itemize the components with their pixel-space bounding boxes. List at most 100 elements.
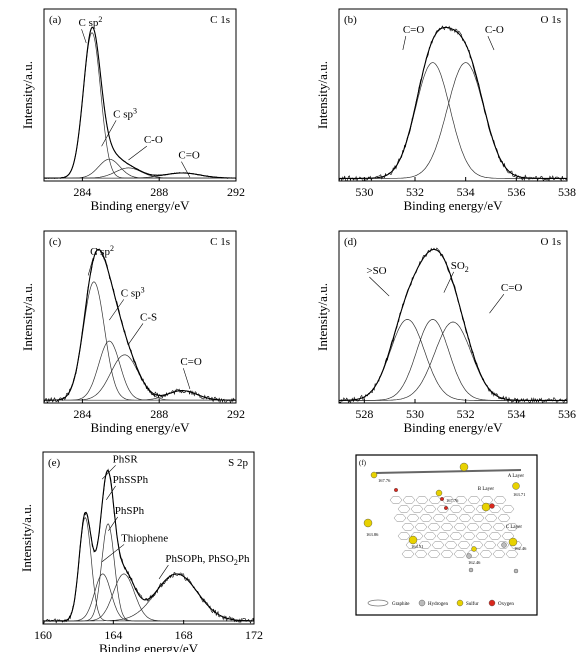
element-label: C 1s bbox=[210, 14, 230, 26]
graphite-hexagon bbox=[445, 514, 459, 522]
peak-label-leader bbox=[128, 323, 144, 345]
panel-a: 284 288 292 Binding energy/eV Intensity/a.u.… bbox=[20, 8, 245, 213]
peak-label: C=O bbox=[403, 24, 425, 36]
peak-label-leader bbox=[106, 485, 116, 501]
distance-label: 162.46 bbox=[514, 546, 527, 551]
x-tick-label: 288 bbox=[150, 407, 168, 421]
hydrogen-atom bbox=[468, 567, 474, 573]
distance-label: 164.51 bbox=[411, 544, 423, 549]
sulfur-atom bbox=[471, 546, 477, 552]
peak-label: >SO bbox=[366, 265, 386, 277]
panel-d: 528 530 532 534 536 Binding energy/eV Intensit… bbox=[315, 230, 576, 435]
graphite-hexagon bbox=[453, 550, 467, 558]
panel-c: 284 288 292 Binding energy/eV Intensity/a.u.… bbox=[20, 230, 245, 435]
panel-label: (d) bbox=[344, 236, 357, 248]
y-axis-label: Intensity/a.u. bbox=[315, 61, 330, 129]
oxygen-atom bbox=[444, 506, 449, 511]
peak-label: C=O bbox=[178, 150, 200, 162]
component-curve-2 bbox=[44, 354, 236, 401]
oxygen-atom bbox=[440, 497, 445, 502]
element-label: S 2p bbox=[228, 457, 248, 469]
raw-spectrum-line bbox=[338, 247, 568, 404]
x-axis-label: Binding energy/eV bbox=[90, 420, 190, 435]
sulfur-atom bbox=[459, 462, 469, 472]
x-tick-label: 168 bbox=[175, 628, 193, 642]
schematic-frame bbox=[355, 454, 538, 616]
peak-label: C=O bbox=[501, 282, 523, 294]
peak-label-leader bbox=[489, 294, 505, 314]
graphite-hexagon bbox=[401, 550, 415, 558]
element-label: O 1s bbox=[541, 14, 561, 26]
graphite-hexagon bbox=[496, 541, 510, 549]
x-tick-label: 288 bbox=[150, 185, 168, 199]
graphite-hexagon bbox=[431, 541, 445, 549]
x-tick-label: 530 bbox=[355, 185, 373, 199]
plot-frame bbox=[42, 451, 255, 625]
sulfur-atom bbox=[435, 489, 443, 497]
graphite-hexagon bbox=[479, 523, 493, 531]
peak-label: C-O bbox=[144, 134, 163, 146]
graphite-hexagon bbox=[414, 550, 428, 558]
distance-label: 163.86 bbox=[366, 532, 379, 537]
peak-label-leader bbox=[158, 564, 169, 580]
legend-label: Graphite bbox=[392, 602, 410, 607]
x-tick-label: 534 bbox=[507, 407, 525, 421]
graphite-hexagon bbox=[492, 550, 506, 558]
graphite-hexagon bbox=[397, 532, 411, 540]
graphite-hexagon bbox=[457, 541, 471, 549]
peak-label-leader bbox=[81, 29, 87, 44]
graphite-hexagon bbox=[458, 514, 472, 522]
x-tick-label: 160 bbox=[34, 628, 52, 642]
graphite-hexagon bbox=[488, 532, 502, 540]
element-label: C 1s bbox=[210, 236, 230, 248]
raw-spectrum-line bbox=[338, 25, 568, 183]
layer-label: B Layer bbox=[478, 487, 495, 492]
graphite-hexagon bbox=[401, 523, 415, 531]
legend-label: Sulfur bbox=[466, 602, 479, 607]
y-axis-label: Intensity/a.u. bbox=[315, 283, 330, 351]
component-curve-1 bbox=[44, 340, 236, 401]
peak-label: PhSR bbox=[113, 453, 139, 465]
x-tick-label: 284 bbox=[73, 407, 91, 421]
graphite-hexagon bbox=[414, 523, 428, 531]
plot-frame bbox=[43, 8, 237, 182]
graphite-hexagon bbox=[492, 523, 506, 531]
graphite-hexagon bbox=[467, 496, 481, 504]
graphite-hexagon bbox=[501, 505, 515, 513]
distance-label: 163.71 bbox=[513, 492, 525, 497]
graphite-hexagon bbox=[428, 496, 442, 504]
peak-label: C-S bbox=[140, 311, 157, 323]
hydrogen-atom bbox=[466, 553, 472, 559]
graphite-hexagon bbox=[440, 550, 454, 558]
hydrogen-atom bbox=[501, 542, 507, 548]
peak-label-leader bbox=[109, 299, 125, 321]
graphite-hexagon bbox=[419, 514, 433, 522]
sulfur-atom bbox=[408, 535, 418, 545]
graphite-hexagon bbox=[423, 532, 437, 540]
envelope-curve bbox=[44, 248, 236, 401]
y-axis-label: Intensity/a.u. bbox=[20, 283, 35, 351]
graphite-hexagon bbox=[423, 505, 437, 513]
x-axis-label: Binding energy/eV bbox=[403, 198, 503, 213]
hydrogen-legend-icon bbox=[418, 599, 426, 607]
graphite-hexagon bbox=[483, 541, 497, 549]
legend-label: Hydrogen bbox=[428, 602, 448, 607]
graphite-legend-icon bbox=[367, 599, 389, 607]
graphite-hexagon bbox=[493, 496, 507, 504]
graphite-hexagon bbox=[436, 532, 450, 540]
layer-label: A Layer bbox=[508, 474, 525, 479]
sulfur-atom bbox=[508, 537, 518, 547]
raw-spectrum-line bbox=[42, 468, 255, 625]
graphite-hexagon bbox=[497, 514, 511, 522]
graphite-hexagon bbox=[471, 514, 485, 522]
envelope-curve bbox=[44, 26, 236, 179]
x-tick-label: 534 bbox=[457, 185, 475, 199]
sulfur-legend-icon bbox=[456, 599, 464, 607]
raw-spectrum-line bbox=[43, 26, 237, 179]
component-curve-3 bbox=[44, 390, 236, 401]
x-tick-label: 164 bbox=[104, 628, 122, 642]
peak-label: C sp3 bbox=[121, 285, 145, 299]
graphite-hexagon bbox=[410, 505, 424, 513]
sulfur-atom bbox=[363, 518, 373, 528]
